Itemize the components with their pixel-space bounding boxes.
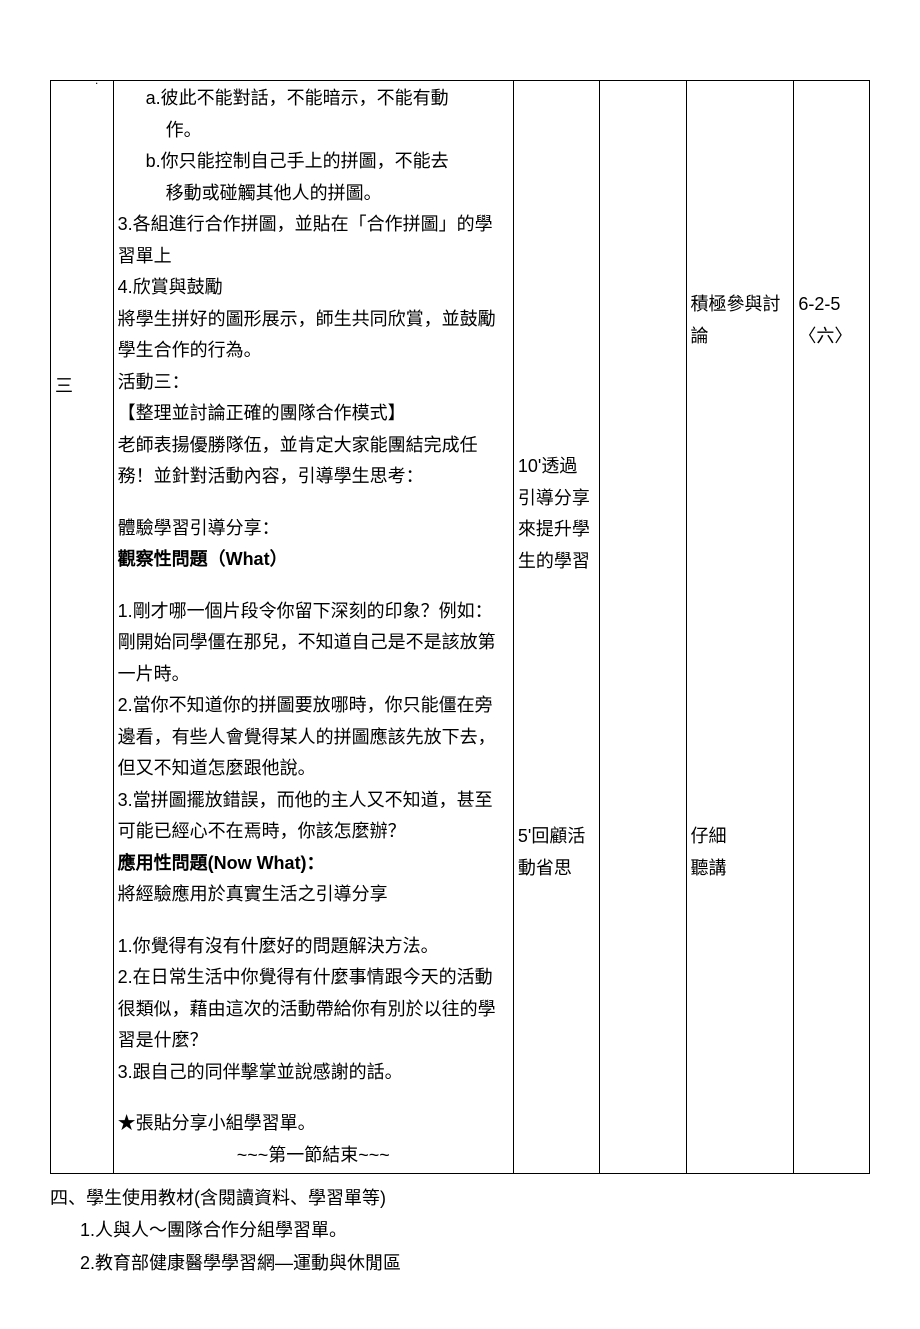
- content-line: 作。: [118, 115, 509, 147]
- note-block: 5'回顧活動省思: [518, 821, 595, 884]
- content-line: 1.你覺得有沒有什麼好的問題解決方法。: [118, 931, 509, 963]
- content-line: [118, 576, 509, 596]
- content-line: 將學生拼好的圖形展示，師生共同欣賞，並鼓勵學生合作的行為。: [118, 304, 509, 367]
- content-line: 4.欣賞與鼓勵: [118, 272, 509, 304]
- materials-item: 2.教育部健康醫學學習網—運動與休閒區: [80, 1247, 870, 1279]
- content-line: 2.在日常生活中你覺得有什麼事情跟今天的活動很類似，藉由這次的活動帶給你有別於以…: [118, 962, 509, 1057]
- content-line: 1.剛才哪一個片段令你留下深刻的印象？例如：剛開始同學僵在那兒，不知道自己是不是…: [118, 596, 509, 691]
- content-line: [118, 1088, 509, 1108]
- cell-time-notes: 10'透過引導分享來提升學生的學習 5'回顧活動省思: [513, 81, 599, 1174]
- materials-item: 1.人與人～團隊合作分組學習單。: [80, 1214, 870, 1246]
- materials-section: 四、學生使用教材(含閱讀資料、學習單等) 1.人與人～團隊合作分組學習單。 2.…: [50, 1182, 870, 1279]
- table-row: 三 a.彼此不能對話，不能暗示，不能有動作。b.你只能控制自己手上的拼圖，不能去…: [51, 81, 870, 1174]
- page-header-dot: .: [95, 70, 98, 92]
- lesson-plan-table: 三 a.彼此不能對話，不能暗示，不能有動作。b.你只能控制自己手上的拼圖，不能去…: [50, 80, 870, 1174]
- content-line: [118, 911, 509, 931]
- content-line: 老師表揚優勝隊伍，並肯定大家能團結完成任務！並針對活動內容，引導學生思考：: [118, 430, 509, 493]
- page-footer-dots: ..: [95, 1190, 102, 1212]
- content-line: 3.當拼圖擺放錯誤，而他的主人又不知道，甚至可能已經心不在焉時，你該怎麼辦？: [118, 785, 509, 848]
- content-line: ★張貼分享小組學習單。: [118, 1108, 509, 1140]
- content-line: 將經驗應用於真實生活之引導分享: [118, 879, 509, 911]
- materials-heading: 四、學生使用教材(含閱讀資料、學習單等): [50, 1182, 870, 1214]
- content-line: b.你只能控制自己手上的拼圖，不能去: [118, 146, 509, 178]
- cell-activity-content: a.彼此不能對話，不能暗示，不能有動作。b.你只能控制自己手上的拼圖，不能去移動…: [113, 81, 513, 1174]
- content-line: 活動三：: [118, 367, 509, 399]
- content-line: 3.各組進行合作拼圖，並貼在「合作拼圖」的學習單上: [118, 209, 509, 272]
- cell-assessment: 積極參與討論仔細 聽講: [686, 81, 794, 1174]
- content-line: 移動或碰觸其他人的拼圖。: [118, 178, 509, 210]
- cell-section-number: 三: [51, 81, 114, 1174]
- cell-indicator: 6-2-5〈六〉: [794, 81, 870, 1174]
- content-line: 3.跟自己的同伴擊掌並說感謝的話。: [118, 1057, 509, 1089]
- note-block: 仔細 聽講: [691, 821, 790, 884]
- content-line: 應用性問題(Now What)：: [118, 848, 509, 880]
- content-line: a.彼此不能對話，不能暗示，不能有動: [118, 83, 509, 115]
- content-line: 觀察性問題（What）: [118, 544, 509, 576]
- content-line: 【整理並討論正確的團隊合作模式】: [118, 398, 509, 430]
- content-line: 體驗學習引導分享：: [118, 513, 509, 545]
- note-block: 6-2-5〈六〉: [798, 289, 865, 352]
- section-num: 三: [55, 376, 73, 396]
- cell-empty: [600, 81, 686, 1174]
- note-block: 10'透過引導分享來提升學生的學習: [518, 451, 595, 577]
- content-line: [118, 493, 509, 513]
- note-block: 積極參與討論: [691, 289, 790, 352]
- content-line: ~~~第一節結束~~~: [118, 1140, 509, 1172]
- content-line: 2.當你不知道你的拼圖要放哪時，你只能僵在旁邊看，有些人會覺得某人的拼圖應該先放…: [118, 690, 509, 785]
